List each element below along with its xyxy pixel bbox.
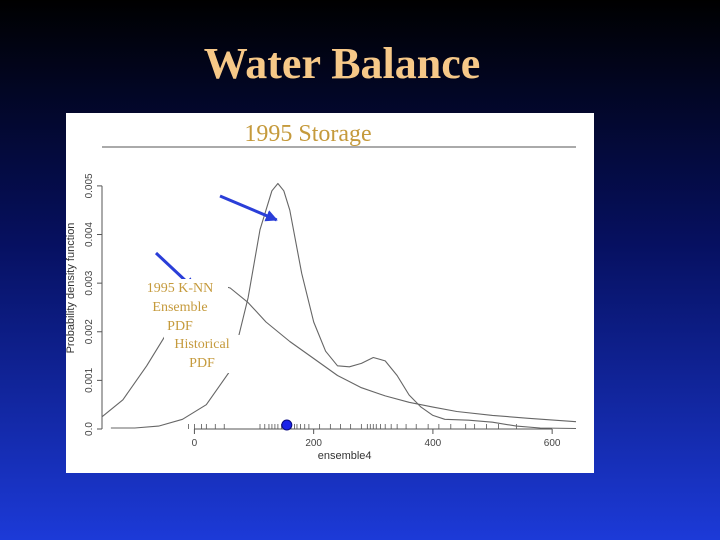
x-tick-label: 0 bbox=[192, 438, 198, 449]
historical-annotation-line-2: PDF bbox=[164, 354, 240, 373]
slide-title: Water Balance bbox=[203, 39, 481, 88]
observed-value-marker bbox=[281, 419, 293, 431]
y-tick-label: 0.002 bbox=[84, 319, 95, 344]
density-chart: 0.0 0.001 0.002 0.003 0.004 0.005 Probability … bbox=[66, 146, 577, 462]
y-tick-label: 0.005 bbox=[84, 173, 95, 198]
y-tick-label: 0.004 bbox=[84, 222, 95, 247]
chart-title: 1995 Storage bbox=[244, 121, 372, 147]
historical-annotation-line-1: Historical bbox=[164, 335, 240, 354]
y-tick-label: 0.0 bbox=[84, 422, 95, 436]
y-axis-label: Probability density function bbox=[66, 223, 77, 354]
x-tick-label: 600 bbox=[544, 438, 561, 449]
x-tick-label: 400 bbox=[425, 438, 442, 449]
knn-annotation: 1995 K-NN Ensemble PDF bbox=[132, 279, 228, 336]
knn-annotation-line-2: Ensemble bbox=[132, 298, 228, 317]
x-tick-label: 200 bbox=[305, 438, 322, 449]
y-tick-label: 0.001 bbox=[84, 367, 95, 392]
knn-arrow bbox=[219, 194, 278, 222]
historical-annotation: Historical PDF bbox=[164, 335, 240, 373]
knn-ensemble-curve bbox=[110, 182, 577, 430]
knn-annotation-line-3: PDF bbox=[132, 317, 228, 336]
chart-panel: 0.0 0.001 0.002 0.003 0.004 0.005 Probability … bbox=[66, 113, 594, 473]
knn-annotation-line-1: 1995 K-NN bbox=[132, 279, 228, 298]
x-axis-label: ensemble4 bbox=[318, 450, 372, 462]
y-tick-label: 0.003 bbox=[84, 270, 95, 295]
